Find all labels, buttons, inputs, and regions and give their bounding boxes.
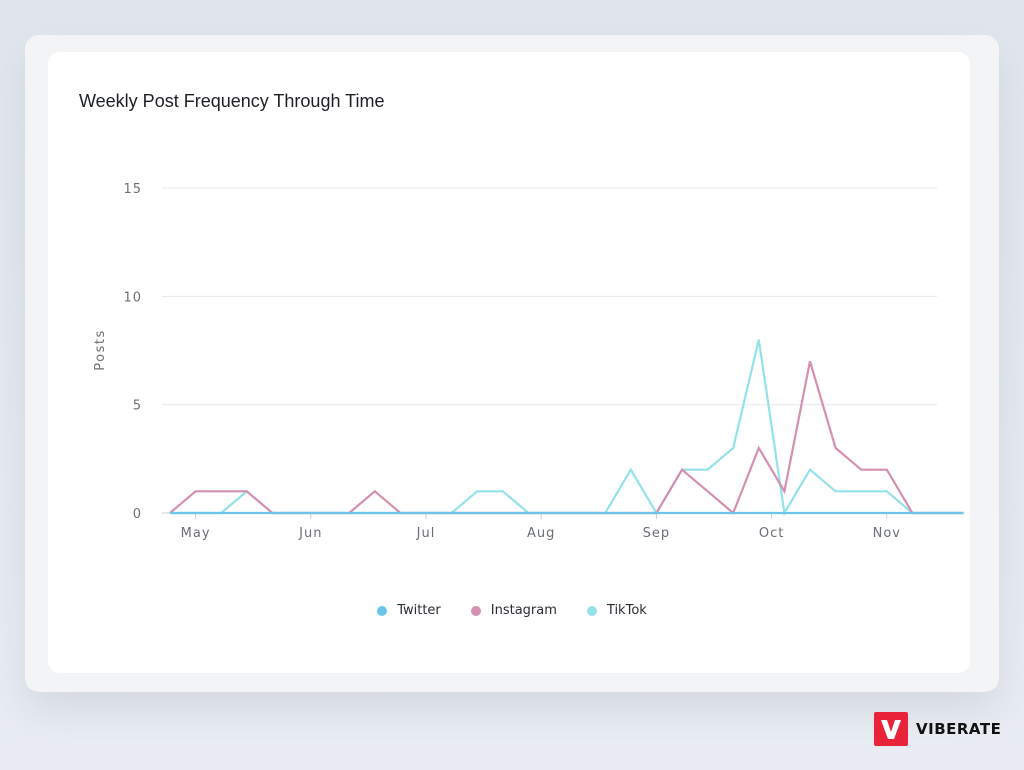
legend-dot-icon [377, 605, 388, 616]
x-tick-label: Nov [873, 526, 901, 541]
x-tick-label: Sep [643, 526, 671, 541]
legend: Twitter Instagram TikTok [0, 603, 1024, 618]
y-tick-labels: 0 5 10 15 [123, 182, 142, 522]
y-tick-label: 0 [133, 507, 142, 522]
series-lines [169, 339, 964, 517]
x-tick-label: Jun [298, 526, 322, 541]
legend-label: Instagram [490, 603, 557, 618]
x-tick-label: May [181, 526, 211, 541]
legend-item-tiktok[interactable]: TikTok [586, 603, 647, 618]
y-axis-label: Posts [93, 329, 108, 370]
legend-label: Twitter [397, 603, 441, 618]
brand-logo: VIBERATE [874, 712, 1001, 746]
x-tick-labels: May Jun Jul Aug Sep Oct Nov [181, 513, 901, 541]
y-tick-label: 15 [123, 182, 142, 197]
y-tick-label: 10 [123, 290, 142, 305]
brand-name: VIBERATE [916, 720, 1002, 738]
viberate-logo-icon [874, 712, 908, 746]
legend-item-twitter[interactable]: Twitter [377, 603, 441, 618]
series-line-tiktok [170, 339, 964, 517]
legend-dot-icon [470, 605, 481, 616]
legend-label: TikTok [606, 603, 647, 618]
x-tick-label: Aug [527, 526, 555, 541]
x-tick-label: Oct [759, 526, 784, 541]
chart-card [48, 52, 970, 673]
legend-item-instagram[interactable]: Instagram [470, 603, 557, 618]
y-tick-label: 5 [133, 399, 142, 414]
chart-title: Weekly Post Frequency Through Time [79, 91, 385, 111]
grid-lines [162, 187, 937, 514]
legend-dot-icon [586, 605, 597, 616]
x-tick-label: Jul [416, 526, 436, 541]
